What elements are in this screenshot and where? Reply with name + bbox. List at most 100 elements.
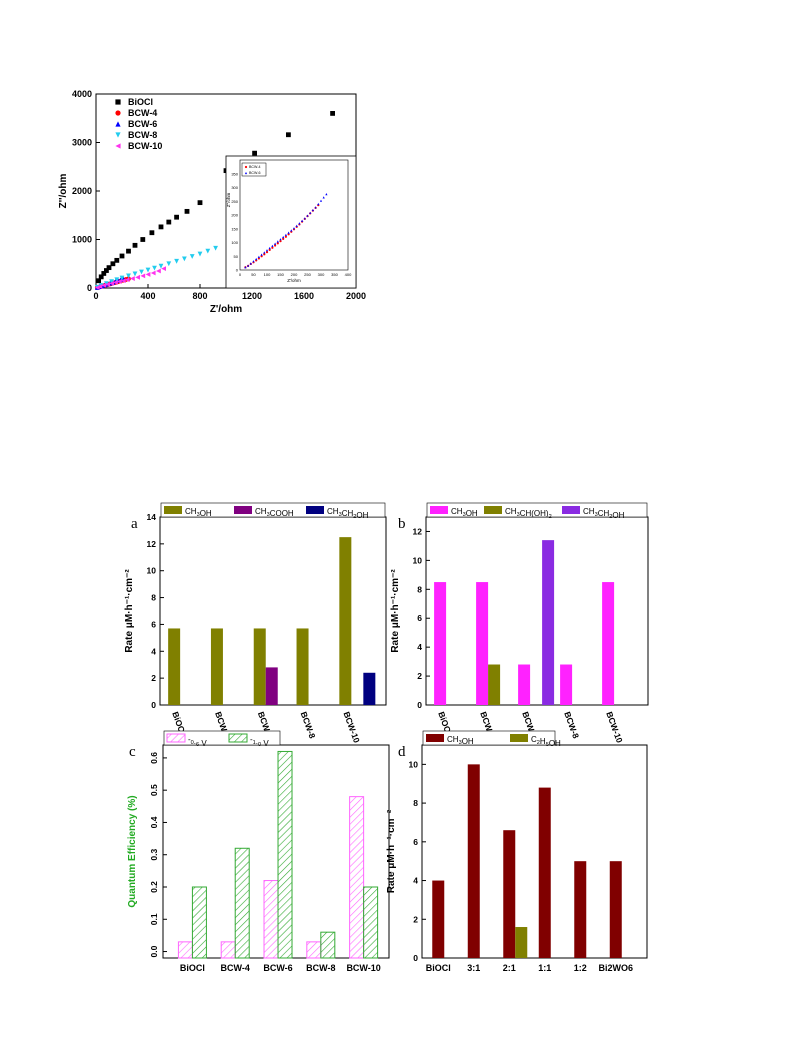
eis-inset-point-bcw-6 — [274, 242, 277, 245]
b-y-tick-label: 2 — [417, 671, 422, 681]
eis-point-biocl — [197, 200, 203, 206]
c-bar-1-1 — [234, 847, 250, 959]
eis-x-tick-label: 800 — [192, 291, 207, 301]
d-y-tick-label: 8 — [413, 798, 418, 808]
b-bar-2-2 — [542, 540, 555, 705]
eis-inset-y-axis-label: Z''/ohm — [226, 193, 231, 208]
d-x-tick-label: Bi2WO6 — [599, 963, 634, 973]
d-bar-0-0 — [432, 880, 445, 958]
eis-x-tick-label: 2000 — [346, 291, 366, 301]
eis-inset-point-bcw-6 — [292, 227, 296, 230]
a-y-tick-label: 2 — [151, 673, 156, 683]
d-bar-2-1 — [515, 927, 528, 958]
eis-point-biocl — [286, 132, 291, 138]
eis-inset-x-tick-label: 50 — [251, 272, 256, 277]
eis-point-biocl — [166, 219, 172, 225]
eis-point-bcw-8 — [119, 275, 125, 281]
b-legend-label-0: CH3OH — [451, 507, 478, 518]
eis-inset-x-tick-label: 200 — [291, 272, 298, 277]
eis-inset-point-bcw-6 — [247, 264, 250, 267]
b-y-tick-label: 8 — [417, 584, 422, 594]
eis-point-bcw-8 — [104, 281, 109, 287]
a-bar-4-0 — [339, 537, 352, 705]
eis-inset-point-bcw-6 — [311, 208, 314, 212]
b-legend-box — [426, 502, 648, 518]
bar-chart-c: c 0.0 0.1 0.2 0.3 0.4 0.5 0.6 Quantum Efficiency… — [127, 730, 390, 973]
eis-point-biocl — [96, 278, 101, 284]
a-bar-3-0 — [296, 628, 309, 705]
eis-point-bcw-8 — [158, 263, 164, 269]
eis-inset-point-bcw-6 — [325, 193, 328, 196]
a-y-axis-label: Rate μM·h⁻¹·cm⁻² — [124, 569, 135, 653]
a-legend-label-0: CH3OH — [185, 507, 212, 518]
eis-inset-point-bcw-4 — [257, 257, 260, 260]
c-bar-1-0 — [220, 941, 236, 959]
d-bar-1-0 — [467, 764, 480, 958]
d-x-tick-label: BiOCl — [426, 963, 451, 973]
eis-point-bcw-8 — [205, 248, 211, 254]
eis-point-biocl — [132, 242, 138, 248]
a-legend-label-2: CH3CH2OH — [327, 507, 369, 520]
eis-point-biocl — [106, 265, 112, 271]
eis-inset-legend-marker — [244, 171, 248, 175]
eis-legend-marker-bcw-6 — [115, 121, 121, 127]
eis-point-biocl — [110, 261, 116, 267]
eis-point-bcw-8 — [174, 258, 179, 264]
eis-inset-x-tick-label: 300 — [318, 272, 325, 277]
c-x-tick-label: BCW-6 — [263, 963, 292, 973]
eis-inset-x-tick-label: 350 — [331, 272, 338, 277]
eis-point-bcw-8 — [126, 273, 131, 279]
eis-point-bcw-10 — [105, 281, 111, 287]
d-y-tick-label: 6 — [413, 837, 418, 847]
a-bar-4-2 — [363, 672, 376, 705]
d-bar-2-0 — [503, 830, 516, 958]
b-y-tick-label: 10 — [413, 555, 423, 565]
eis-point-bcw-8 — [114, 277, 120, 283]
d-x-tick-label: 1:1 — [538, 963, 551, 973]
eis-legend-label: BCW-10 — [128, 141, 162, 151]
c-legend-swatch-1 — [228, 733, 248, 743]
eis-inset-point-bcw-4 — [284, 235, 287, 238]
panel-label-c: c — [129, 744, 136, 760]
eis-point-bcw-10 — [120, 278, 126, 284]
eis-y-tick-label: 1000 — [72, 235, 92, 245]
eis-inset-point-bcw-6 — [276, 240, 279, 243]
eis-inset-legend-label: BCW-6 — [249, 171, 261, 175]
eis-inset-x-tick-label: 250 — [304, 272, 311, 277]
eis-inset-point-bcw-4 — [276, 242, 279, 245]
b-legend-swatch-2 — [562, 506, 580, 514]
eis-inset-point-bcw-6 — [249, 262, 252, 265]
d-y-tick-label: 4 — [413, 876, 418, 886]
eis-inset-point-bcw-6 — [265, 249, 269, 252]
d-x-tick-label: 1:2 — [574, 963, 587, 973]
eis-legend-label: BCW-4 — [128, 108, 157, 118]
eis-point-bcw-8 — [139, 269, 144, 275]
a-y-tick-label: 4 — [151, 646, 156, 656]
b-x-tick-label: BCW-8 — [562, 710, 581, 740]
eis-inset-point-bcw-6 — [255, 257, 258, 261]
d-bar-5-0 — [609, 861, 622, 958]
eis-inset-point-bcw-4 — [265, 251, 269, 254]
eis-point-bcw-10 — [101, 282, 107, 288]
eis-point-biocl — [126, 248, 131, 254]
eis-inset-point-bcw-6 — [282, 235, 285, 239]
c-legend-box — [163, 730, 281, 746]
eis-y-tick-label: 3000 — [72, 138, 92, 148]
eis-inset-point-bcw-4 — [268, 248, 271, 252]
eis-inset-point-bcw-6 — [322, 196, 325, 199]
eis-inset-legend-marker — [244, 165, 248, 169]
eis-point-bcw-8 — [189, 254, 195, 259]
b-bar-1-1 — [488, 664, 501, 705]
c-y-tick-label: 0.0 — [149, 945, 159, 957]
c-legend-swatch-0 — [166, 733, 186, 743]
b-bar-1-0 — [476, 582, 489, 705]
b-x-tick-label: BCW-10 — [604, 710, 625, 744]
eis-point-bcw-8 — [152, 265, 157, 271]
c-y-tick-label: 0.3 — [149, 849, 159, 861]
c-x-tick-label: BiOCl — [180, 963, 205, 973]
eis-point-bcw-10 — [135, 274, 140, 280]
a-y-tick-label: 14 — [147, 512, 157, 522]
eis-inset-y-tick-label: 100 — [231, 240, 238, 245]
c-y-tick-label: 0.6 — [149, 752, 159, 764]
c-y-tick-label: 0.2 — [149, 881, 159, 893]
